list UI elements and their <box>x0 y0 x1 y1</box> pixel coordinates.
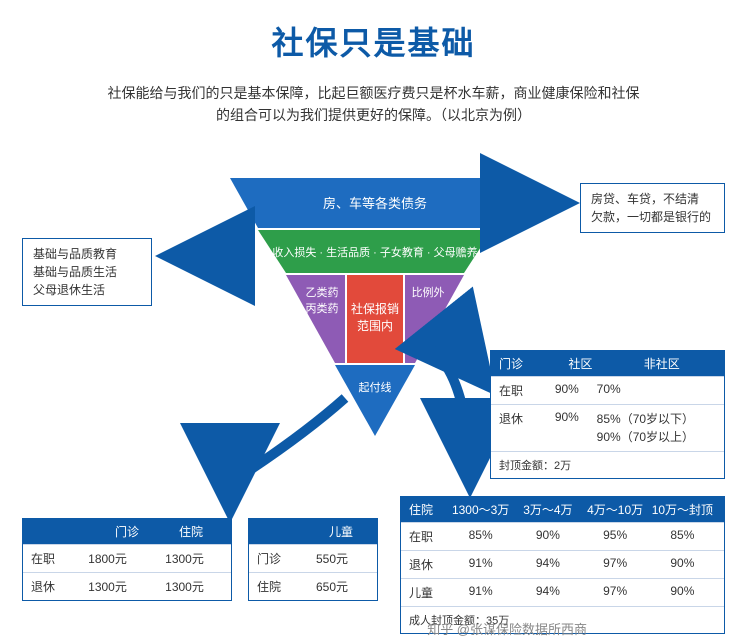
callout-right: 房贷、车贷，不结清 欠款，一切都是银行的 <box>580 183 725 233</box>
callout-left-l2: 基础与品质生活 <box>33 263 141 281</box>
ta-r2c3: 1300元 <box>146 578 223 595</box>
tb-r2c2: 650元 <box>295 578 369 595</box>
td-h1: 社区 <box>553 355 607 372</box>
pyramid-tier3-left-b: 丙类药 <box>306 301 339 315</box>
tc-r3c2: 94% <box>514 584 581 601</box>
tc-h1: 1300～3万 <box>447 501 514 518</box>
td-r1c2: 70% <box>597 382 716 399</box>
tc-h0: 住院 <box>409 501 447 518</box>
ta-r2c1: 退休 <box>31 578 69 595</box>
tc-r2c0: 退休 <box>409 556 447 573</box>
pyramid-tier1: 房、车等各类债务 <box>323 196 427 211</box>
ta-r1c2: 1800元 <box>69 550 146 567</box>
ta-r1c3: 1300元 <box>146 550 223 567</box>
ta-r1c1: 在职 <box>31 550 69 567</box>
td-r1c1: 90% <box>537 382 597 399</box>
tc-r1c1: 85% <box>447 528 514 545</box>
tb-h2: 儿童 <box>313 523 369 540</box>
page-subtitle: 社保能给与我们的只是基本保障，比起巨额医疗费只是杯水车薪，商业健康保险和社保 的… <box>0 82 747 127</box>
callout-left: 基础与品质教育 基础与品质生活 父母退休生活 <box>22 238 152 306</box>
ta-h1 <box>31 523 95 540</box>
pyramid-tier3-right: 比例外 <box>412 285 445 299</box>
tb-r1c2: 550元 <box>295 550 369 567</box>
tb-h1 <box>257 523 313 540</box>
tc-r1c4: 85% <box>649 528 716 545</box>
callout-left-l1: 基础与品质教育 <box>33 245 141 263</box>
callout-right-l1: 房贷、车贷，不结清 <box>591 190 714 208</box>
ta-r2c2: 1300元 <box>69 578 146 595</box>
inverted-pyramid: 房、车等各类债务 收入损失 · 生活品质 · 子女教育 · 父母赡养 乙类药 丙… <box>230 178 520 438</box>
td-h2: 非社区 <box>608 355 717 372</box>
tb-r1c1: 门诊 <box>257 550 295 567</box>
td-r2c2: 85%（70岁以下） 90%（70岁以上） <box>597 410 716 446</box>
pyramid-tier4: 起付线 <box>359 380 392 394</box>
tc-h2: 3万～4万 <box>514 501 581 518</box>
tc-r2c4: 90% <box>649 556 716 573</box>
td-r2c2a: 85%（70岁以下） <box>597 412 694 426</box>
ta-h2: 门诊 <box>95 523 159 540</box>
tc-r1c3: 95% <box>582 528 649 545</box>
ta-h3: 住院 <box>159 523 223 540</box>
td-r2c0: 退休 <box>499 410 537 446</box>
subtitle-line1: 社保能给与我们的只是基本保障，比起巨额医疗费只是杯水车薪，商业健康保险和社保 <box>108 85 640 101</box>
watermark: 知乎 @张谋保险数据所西商 <box>427 619 587 638</box>
td-r2c1: 90% <box>537 410 597 446</box>
tc-h4: 10万～封顶 <box>649 501 716 518</box>
table-deductible-adult: 门诊 住院 在职 1800元 1300元 退休 1300元 1300元 <box>22 518 232 601</box>
pyramid-tier3-mid-a: 社保报销 <box>351 301 399 316</box>
tc-r3c3: 97% <box>582 584 649 601</box>
tc-r2c1: 91% <box>447 556 514 573</box>
table-outpatient-ratio: 门诊 社区 非社区 在职 90% 70% 退休 90% 85%（70岁以下） 9… <box>490 350 725 479</box>
pyramid-tier3-left-a: 乙类药 <box>306 285 339 299</box>
tc-r1c2: 90% <box>514 528 581 545</box>
pyramid-tier2: 收入损失 · 生活品质 · 子女教育 · 父母赡养 <box>272 245 477 259</box>
page-title: 社保只是基础 <box>0 18 747 64</box>
tc-r3c4: 90% <box>649 584 716 601</box>
table-hospital-ratio: 住院 1300～3万 3万～4万 4万～10万 10万～封顶 在职 85% 90… <box>400 496 725 634</box>
tc-r2c2: 94% <box>514 556 581 573</box>
tc-r2c3: 97% <box>582 556 649 573</box>
subtitle-line2: 的组合可以为我们提供更好的保障。（以北京为例） <box>216 107 531 123</box>
pyramid-tier3-mid-b: 范围内 <box>357 319 393 333</box>
tc-r3c0: 儿童 <box>409 584 447 601</box>
table-deductible-child: 儿童 门诊 550元 住院 650元 <box>248 518 378 601</box>
tc-h3: 4万～10万 <box>582 501 649 518</box>
td-r1c0: 在职 <box>499 382 537 399</box>
td-note: 封顶金额：2万 <box>491 451 724 478</box>
callout-left-l3: 父母退休生活 <box>33 281 141 299</box>
callout-right-l2: 欠款，一切都是银行的 <box>591 208 714 226</box>
tb-r2c1: 住院 <box>257 578 295 595</box>
tc-r3c1: 91% <box>447 584 514 601</box>
td-h0: 门诊 <box>499 355 553 372</box>
td-r2c2b: 90%（70岁以上） <box>597 430 694 444</box>
tc-r1c0: 在职 <box>409 528 447 545</box>
